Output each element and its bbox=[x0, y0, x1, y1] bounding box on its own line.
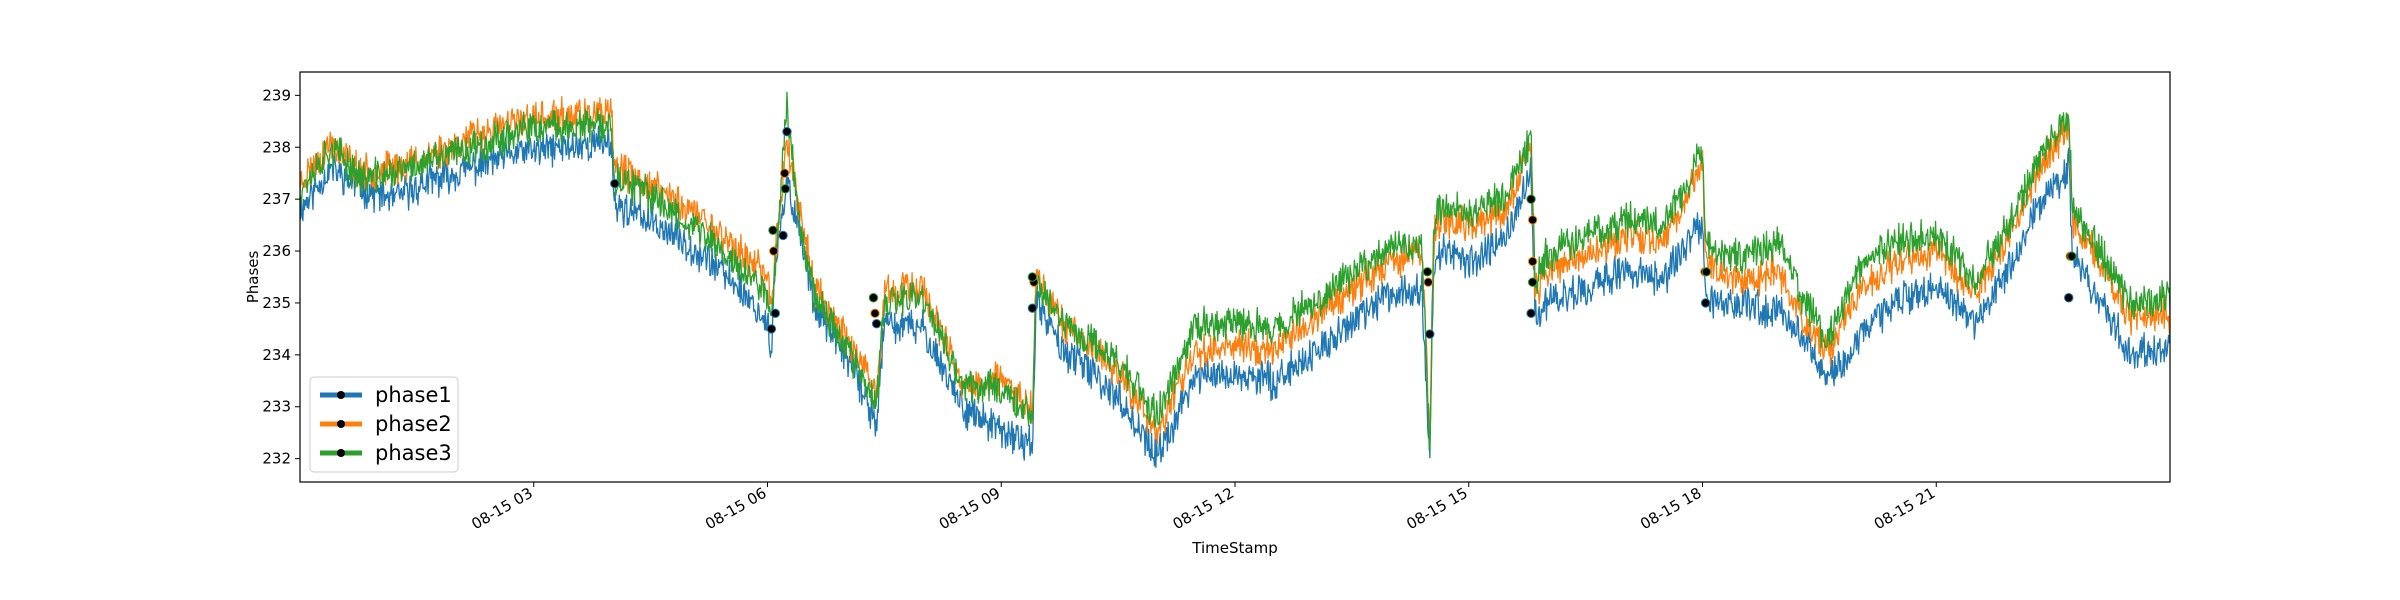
marker-point-phase1 bbox=[871, 319, 882, 329]
marker-point-phase3 bbox=[868, 293, 879, 303]
series-line-phase1 bbox=[300, 125, 2170, 468]
marker-point-phase1 bbox=[2064, 293, 2074, 303]
marker-point-phase1 bbox=[1027, 303, 1038, 313]
marker-point-phase1 bbox=[782, 126, 792, 137]
marker-point-phase3 bbox=[1526, 194, 1536, 204]
marker-point-phase1 bbox=[1425, 329, 1435, 339]
marker-point-phase2 bbox=[1527, 256, 1538, 267]
legend-label-phase3: phase3 bbox=[375, 441, 452, 465]
marker-point-phase2 bbox=[1527, 215, 1538, 225]
y-tick-label: 237 bbox=[262, 190, 291, 208]
plot-area bbox=[300, 91, 2170, 468]
marker-point-phase1 bbox=[766, 324, 777, 334]
legend-label-phase2: phase2 bbox=[375, 412, 452, 436]
marker-point-phase3 bbox=[2067, 251, 2077, 261]
y-tick-label: 232 bbox=[262, 450, 291, 468]
marker-point-phase2 bbox=[779, 168, 790, 178]
marker-point-phase1 bbox=[610, 178, 620, 189]
series-line-phase2 bbox=[300, 96, 2170, 445]
marker-point-phase3 bbox=[1027, 272, 1038, 282]
y-tick-label: 239 bbox=[262, 86, 291, 104]
y-tick-label: 238 bbox=[262, 138, 291, 156]
marker-point-phase3 bbox=[768, 225, 778, 235]
legend: phase1 phase2 phase3 bbox=[309, 376, 459, 473]
marker-point-phase1 bbox=[778, 230, 788, 241]
series-line-phase3 bbox=[300, 91, 2170, 451]
y-tick-label: 236 bbox=[262, 242, 291, 260]
y-axis-label: Phases bbox=[244, 251, 262, 304]
y-tick-label: 233 bbox=[262, 398, 291, 416]
marker-point-phase3 bbox=[1422, 267, 1433, 277]
legend-label-phase1: phase1 bbox=[375, 383, 452, 407]
y-tick-label: 235 bbox=[262, 294, 291, 312]
marker-point-phase3 bbox=[1527, 277, 1538, 287]
marker-point-phase1 bbox=[1700, 298, 1711, 308]
y-axis-ticks: 232 233 234 235 236 237 238 239 bbox=[262, 86, 300, 468]
marker-point-phase2 bbox=[1423, 277, 1433, 287]
legend-marker-phase3 bbox=[337, 449, 345, 457]
marker-point-phase3 bbox=[1701, 267, 1712, 277]
legend-marker-phase1 bbox=[337, 391, 345, 399]
marker-point-phase3 bbox=[780, 184, 791, 194]
marker-point-phase1 bbox=[770, 308, 780, 319]
y-tick-label: 234 bbox=[262, 346, 291, 364]
marker-point-phase1 bbox=[1526, 308, 1536, 319]
legend-marker-phase2 bbox=[337, 420, 345, 428]
marker-point-phase2 bbox=[769, 246, 779, 256]
x-axis-label: TimeStamp bbox=[1191, 539, 1277, 557]
legend-box bbox=[309, 376, 459, 473]
marker-point-phase2 bbox=[870, 308, 880, 319]
